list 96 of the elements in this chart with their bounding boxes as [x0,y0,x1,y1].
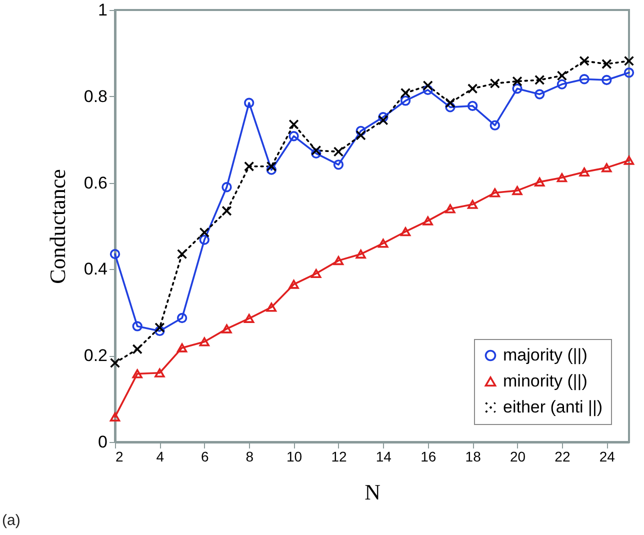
point [154,326,165,336]
x-axis-title: N [364,480,381,504]
point [422,80,433,91]
x-tick-label: 16 [420,448,436,464]
point [556,79,568,90]
legend-label: either (anti ||) [503,398,603,416]
point [132,321,142,332]
x-tick-label: 12 [331,448,347,464]
point [154,322,165,333]
x-tick-label: 20 [510,448,526,464]
point [176,312,188,324]
x-tick-label: 22 [554,448,570,464]
point [176,343,188,352]
point [378,238,388,248]
point [467,200,478,209]
point [624,156,634,165]
point [445,98,456,108]
point [266,302,277,312]
point [579,167,590,177]
point [356,250,366,259]
y-tick-label: 0.6 [84,173,108,192]
point [512,76,522,86]
point [602,74,612,86]
point [333,146,344,157]
x-tick-label: 18 [465,448,482,464]
point [222,182,232,192]
point [534,177,545,186]
point [288,280,299,289]
point [602,163,612,172]
point [333,160,344,170]
point [400,96,411,106]
point [400,227,411,236]
x-tick-label: 8 [246,448,254,464]
point [333,256,344,266]
point [311,148,322,158]
point [556,70,568,81]
point [199,337,210,346]
point [266,161,277,172]
point [624,68,634,78]
x-tick-label: 10 [286,448,302,464]
point [266,164,277,175]
point [422,216,433,226]
point [311,145,322,156]
point [356,126,366,136]
point [356,130,366,140]
point [132,344,142,354]
point [556,173,568,182]
point [624,56,634,66]
point [490,78,500,89]
legend-label: minority (||) [503,372,588,390]
y-tick-label: 1 [98,0,108,20]
point [199,234,210,245]
point [579,56,590,66]
point [512,84,522,94]
point [422,84,433,95]
point [110,412,120,422]
point [512,186,522,196]
y-axis-title: Conductance [44,169,70,284]
point [222,324,232,334]
y-tick-label: 0 [98,432,108,452]
y-tick-label: 0.4 [84,260,108,279]
x-tick-label: 6 [200,448,209,464]
point [110,249,120,260]
point [222,206,232,216]
point [176,248,188,260]
point [311,268,322,278]
point [445,102,456,112]
point [199,227,210,238]
point [244,98,254,108]
point [154,368,165,378]
x-tick-label: 2 [116,448,124,464]
point [534,89,545,100]
point [579,74,590,84]
y-tick-label: 0.2 [84,346,108,366]
point [110,358,120,368]
point [378,115,388,126]
point [132,369,142,378]
x-tick-label: 4 [156,448,164,464]
point [288,131,299,142]
point [534,74,545,86]
text: (a) [2,512,20,529]
point [467,100,478,111]
y-tick-label: 0.8 [84,86,108,106]
point [445,204,456,214]
point [490,120,500,130]
legend-label: majority (||) [503,346,588,364]
point [244,161,254,172]
point [244,314,254,323]
point [490,188,500,198]
point [400,88,411,98]
x-tick-label: 14 [376,448,392,464]
x-tick-label: 24 [599,448,616,464]
point [467,84,478,94]
point [288,119,299,130]
point [602,58,612,70]
point [378,112,388,122]
